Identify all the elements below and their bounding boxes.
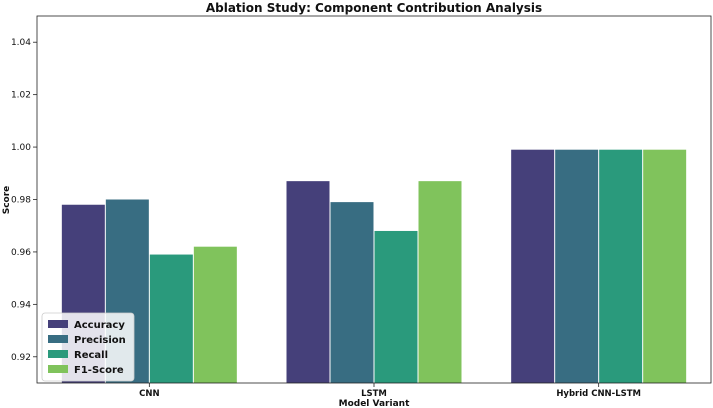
legend-swatch bbox=[48, 350, 68, 358]
y-tick-label: 0.96 bbox=[11, 248, 31, 258]
x-axis: CNN LSTM Hybrid CNN-LSTM bbox=[139, 383, 641, 399]
legend-swatch bbox=[48, 320, 68, 328]
y-tick-label: 1.02 bbox=[11, 91, 31, 101]
legend-label: Accuracy bbox=[74, 320, 125, 331]
y-tick-label: 1.04 bbox=[11, 38, 31, 48]
bar-lstm-accuracy bbox=[286, 181, 330, 383]
y-tick-label: 0.92 bbox=[11, 353, 31, 363]
bar-hybrid-cnn-lstm-precision bbox=[555, 149, 599, 383]
bar-lstm-precision bbox=[330, 202, 374, 383]
legend: Accuracy Precision Recall F1-Score bbox=[41, 312, 135, 382]
bar-cnn-f1-score bbox=[193, 246, 237, 383]
bar-cnn-recall bbox=[149, 254, 193, 383]
y-tick-label: 0.94 bbox=[11, 300, 31, 310]
legend-label: Precision bbox=[74, 335, 126, 346]
y-tick-label: 1.00 bbox=[11, 143, 31, 153]
legend-swatch bbox=[48, 335, 68, 343]
legend-label: Recall bbox=[74, 350, 108, 361]
legend-label: F1-Score bbox=[74, 365, 124, 376]
bar-lstm-recall bbox=[374, 230, 418, 383]
bar-hybrid-cnn-lstm-accuracy bbox=[511, 149, 555, 383]
bar-hybrid-cnn-lstm-recall bbox=[599, 149, 643, 383]
x-tick-label: Hybrid CNN-LSTM bbox=[556, 389, 641, 399]
chart-title: Ablation Study: Component Contribution A… bbox=[206, 1, 542, 15]
bar-lstm-f1-score bbox=[418, 181, 462, 383]
x-tick-label: LSTM bbox=[361, 389, 387, 399]
legend-box bbox=[41, 312, 135, 382]
bar-hybrid-cnn-lstm-f1-score bbox=[643, 149, 687, 383]
x-tick-label: CNN bbox=[139, 389, 159, 399]
legend-swatch bbox=[48, 365, 68, 373]
y-axis-label: Score bbox=[2, 186, 12, 215]
bars-layer bbox=[61, 149, 687, 383]
x-axis-label: Model Variant bbox=[339, 399, 410, 408]
y-tick-label: 0.98 bbox=[11, 196, 31, 206]
y-axis: 0.92 0.94 0.96 0.98 1.00 1.02 1.04 bbox=[11, 38, 37, 363]
